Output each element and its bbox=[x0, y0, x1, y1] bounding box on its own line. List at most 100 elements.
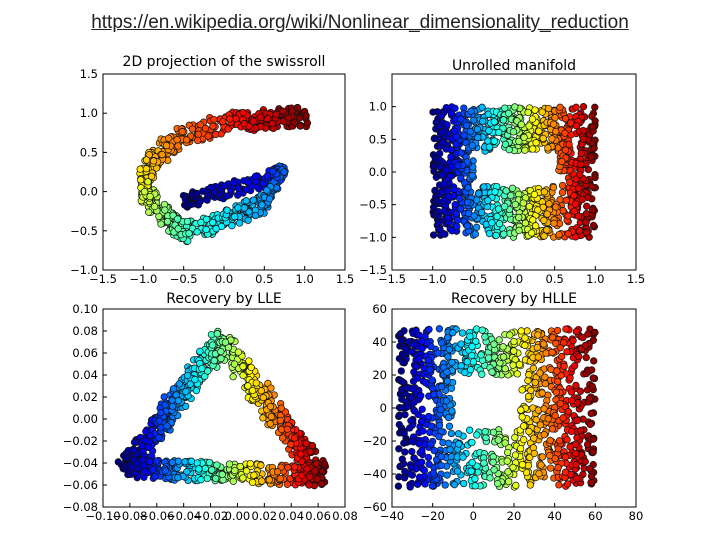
point bbox=[430, 134, 438, 143]
point bbox=[542, 349, 550, 357]
x-tick-label: 60 bbox=[588, 509, 603, 523]
point bbox=[204, 132, 212, 140]
point bbox=[144, 178, 152, 186]
point bbox=[471, 475, 479, 483]
point bbox=[589, 206, 597, 214]
point bbox=[567, 396, 576, 405]
point bbox=[435, 421, 444, 430]
point bbox=[208, 466, 216, 474]
point bbox=[434, 349, 442, 357]
point bbox=[248, 478, 257, 487]
y-tick-label: −0.08 bbox=[63, 500, 98, 514]
point bbox=[175, 380, 184, 388]
point bbox=[463, 121, 471, 130]
y-tick-label: 0.5 bbox=[369, 132, 387, 146]
x-tick-label: −0.02 bbox=[193, 509, 228, 523]
point bbox=[223, 206, 231, 214]
y-tick-label: 1.0 bbox=[369, 100, 387, 114]
point bbox=[259, 393, 267, 402]
x-tick-label: 0.06 bbox=[305, 509, 331, 523]
point bbox=[495, 220, 504, 228]
point bbox=[572, 461, 580, 469]
point bbox=[567, 388, 576, 396]
point bbox=[145, 443, 153, 452]
source-url[interactable]: https://en.wikipedia.org/wiki/Nonlinear_… bbox=[91, 12, 629, 33]
point bbox=[575, 352, 583, 361]
point bbox=[464, 184, 472, 192]
point bbox=[517, 327, 525, 335]
y-tick-label: −1.5 bbox=[359, 263, 387, 277]
point bbox=[230, 178, 238, 187]
point bbox=[576, 387, 585, 395]
point bbox=[455, 194, 464, 203]
point bbox=[490, 340, 498, 348]
point bbox=[525, 202, 534, 211]
point bbox=[406, 483, 414, 491]
y-tick-label: −60 bbox=[363, 500, 387, 514]
point bbox=[555, 437, 564, 445]
x-tick-label: 0 bbox=[470, 509, 477, 523]
y-tick-label: 60 bbox=[372, 302, 387, 316]
point bbox=[137, 176, 145, 184]
point bbox=[174, 474, 182, 482]
point bbox=[303, 119, 312, 127]
point bbox=[226, 115, 234, 123]
point bbox=[562, 196, 570, 204]
point bbox=[499, 353, 508, 361]
point bbox=[475, 189, 483, 198]
point bbox=[457, 340, 465, 348]
point bbox=[510, 347, 518, 355]
point bbox=[484, 196, 492, 205]
point bbox=[277, 404, 285, 412]
point bbox=[479, 117, 487, 125]
point bbox=[417, 392, 425, 400]
point bbox=[546, 436, 554, 445]
y-tick-label: 0.08 bbox=[72, 324, 98, 338]
point bbox=[591, 103, 599, 111]
point bbox=[450, 127, 459, 135]
point bbox=[258, 477, 266, 485]
y-tick-label: 20 bbox=[372, 368, 387, 382]
y-tick-label: 0.02 bbox=[72, 390, 98, 404]
point bbox=[515, 360, 524, 369]
point bbox=[509, 128, 518, 136]
point bbox=[463, 358, 471, 366]
point bbox=[272, 110, 281, 119]
point bbox=[224, 125, 232, 133]
point bbox=[586, 420, 594, 429]
point bbox=[506, 331, 514, 339]
point bbox=[448, 407, 456, 415]
point bbox=[258, 201, 266, 209]
point bbox=[218, 470, 226, 479]
x-tick-label: −0.5 bbox=[170, 272, 198, 286]
point bbox=[240, 120, 248, 128]
point bbox=[467, 467, 475, 475]
point bbox=[577, 160, 585, 168]
point bbox=[567, 427, 576, 436]
point bbox=[552, 203, 560, 211]
point bbox=[163, 217, 172, 226]
point bbox=[539, 134, 547, 143]
point bbox=[543, 210, 551, 218]
point bbox=[213, 461, 221, 469]
point bbox=[169, 402, 177, 410]
point bbox=[540, 340, 548, 348]
point bbox=[436, 225, 444, 234]
point bbox=[534, 353, 542, 361]
point bbox=[565, 140, 573, 149]
point bbox=[434, 219, 443, 227]
y-tick-label: 0.0 bbox=[80, 185, 98, 199]
point bbox=[538, 389, 546, 397]
point bbox=[173, 136, 181, 144]
point bbox=[501, 439, 509, 447]
y-tick-label: 40 bbox=[372, 335, 387, 349]
point bbox=[447, 146, 455, 154]
point bbox=[395, 473, 403, 481]
point bbox=[191, 375, 199, 384]
point bbox=[431, 186, 439, 195]
point bbox=[553, 326, 562, 335]
point bbox=[415, 355, 423, 363]
point bbox=[585, 465, 594, 473]
point bbox=[183, 371, 192, 380]
y-tick-label: −0.5 bbox=[359, 198, 387, 212]
